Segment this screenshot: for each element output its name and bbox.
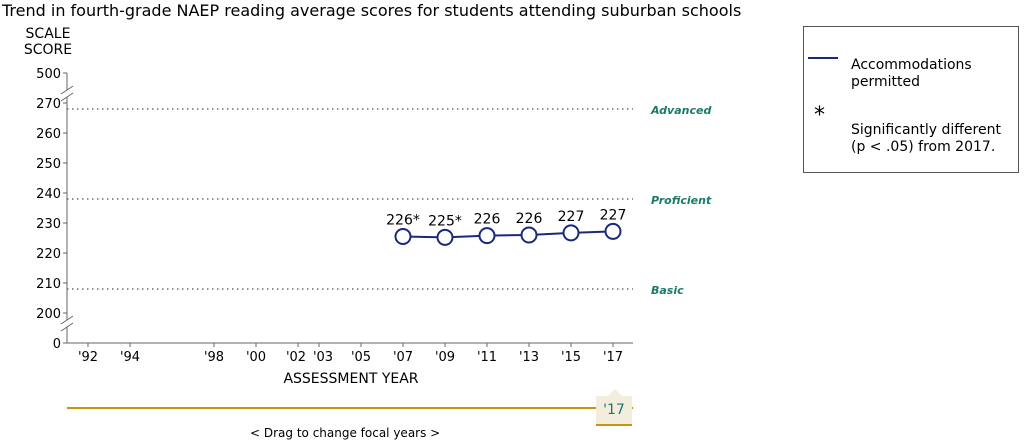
data-point — [520, 226, 538, 244]
data-point — [478, 227, 496, 245]
legend-line-swatch — [808, 57, 838, 59]
data-point — [436, 228, 454, 246]
reference-label-proficient: Proficient — [651, 194, 712, 207]
focal-year-handle[interactable]: '17 — [596, 396, 632, 426]
data-label: 227 — [558, 209, 585, 225]
x-tick-label: '00 — [246, 350, 266, 365]
legend-star-symbol: * — [814, 103, 825, 128]
data-label: 227 — [600, 207, 627, 223]
data-point — [604, 222, 622, 240]
chart-title: Trend in fourth-grade NAEP reading avera… — [2, 1, 742, 20]
y-axis-label-line1: SCALE — [26, 26, 71, 42]
y-tick-label: 220 — [36, 247, 61, 262]
data-point — [562, 224, 580, 242]
x-tick-label: '92 — [78, 350, 98, 365]
x-tick-label: '07 — [393, 350, 413, 365]
y-axis-label-line2: SCORE — [24, 42, 72, 58]
series-line — [402, 230, 614, 239]
reference-label-advanced: Advanced — [650, 104, 711, 117]
y-tick-label: 270 — [36, 97, 61, 112]
y-tick-label: 260 — [36, 127, 61, 142]
x-tick-label: '11 — [477, 350, 497, 365]
y-axis-break-mark — [60, 85, 74, 95]
y-axis-break-mark — [60, 315, 74, 325]
focal-year-caret — [608, 389, 622, 396]
y-tick-label: 200 — [36, 307, 61, 322]
y-tick-label: 210 — [36, 277, 61, 292]
reading-score-chart: SCALE SCORE 500 0 200 210 220 230 240 250 260 270… — [24, 26, 712, 409]
x-tick-label: '98 — [204, 350, 224, 365]
x-tick-label: '05 — [351, 350, 371, 365]
data-label: 226 — [474, 212, 501, 228]
y-tick-label: 500 — [36, 67, 61, 82]
y-tick-label: 240 — [36, 187, 61, 202]
drag-hint: < Drag to change focal years > — [250, 426, 441, 440]
y-tick-label: 230 — [36, 217, 61, 232]
reference-label-basic: Basic — [651, 284, 684, 297]
data-label: 226 — [516, 211, 543, 227]
data-label: 226* — [386, 213, 420, 229]
x-tick-label: '17 — [603, 350, 623, 365]
x-tick-label: '03 — [313, 350, 333, 365]
legend-label-significance: Significantly different (p < .05) from 2… — [851, 122, 1001, 155]
x-tick-label: '02 — [286, 350, 306, 365]
y-tick-label: 0 — [53, 337, 61, 352]
data-point — [394, 228, 412, 245]
x-tick-label: '09 — [435, 350, 455, 365]
legend: Accommodations permitted * Significantly… — [803, 26, 1019, 173]
x-tick-label: '13 — [519, 350, 539, 365]
y-axis-break-mark — [60, 322, 74, 332]
x-axis-label: ASSESSMENT YEAR — [283, 371, 418, 387]
x-tick-label: '15 — [561, 350, 581, 365]
legend-label-accommodations: Accommodations permitted — [851, 57, 972, 90]
y-axis-break-mark — [60, 92, 74, 102]
y-tick-label: 250 — [36, 157, 61, 172]
x-tick-label: '94 — [120, 350, 140, 365]
data-label: 225* — [428, 213, 462, 229]
